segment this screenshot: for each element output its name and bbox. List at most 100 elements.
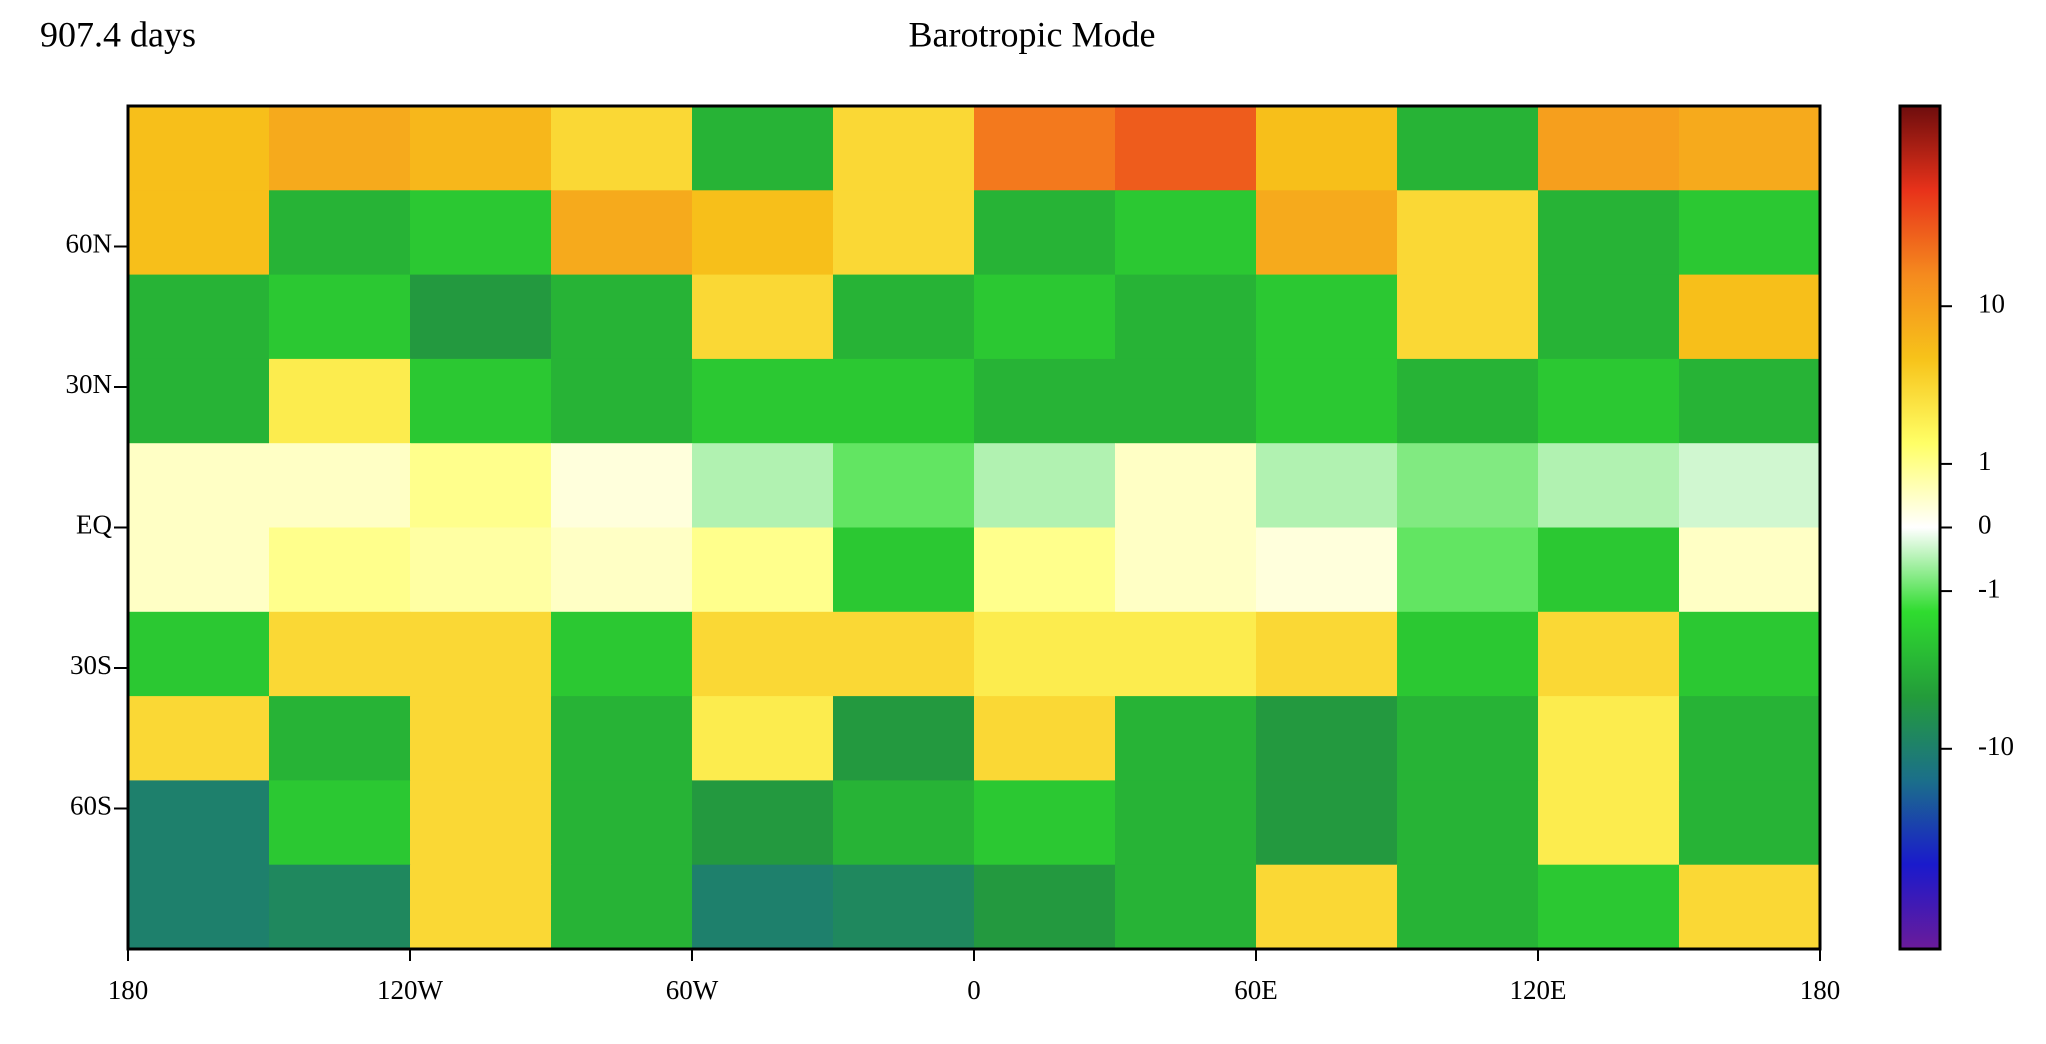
cell [833,527,975,613]
cell [551,190,693,276]
cell [1115,864,1257,950]
cell [551,780,693,866]
colorbar-tick-label: -10 [1978,731,2014,761]
y-tick-label: EQ [76,510,112,540]
cell [551,611,693,697]
cell [1256,443,1398,528]
x-tick-label: 120W [377,975,444,1005]
cell [1397,106,1539,191]
cell [1538,106,1680,191]
x-tick-label: 60E [1234,975,1278,1005]
cell [974,696,1116,781]
cell [1538,274,1680,360]
cell [974,106,1116,191]
cell [551,443,693,528]
y-tick-label: 30N [66,369,113,399]
cell [269,527,411,613]
cell [269,190,411,276]
cell [410,696,552,781]
x-tick-label: 180 [1800,975,1841,1005]
cell [1256,358,1398,444]
annotation: 907.4 days [40,14,196,54]
cell [128,190,270,276]
cell [551,696,693,781]
cell [1397,443,1539,528]
cell [269,106,411,191]
cell [128,527,270,613]
cell [1115,358,1257,444]
cell [1115,190,1257,276]
colorbar-tick-label: 1 [1978,446,1992,476]
cell [410,274,552,360]
cell [1397,274,1539,360]
cell [1679,358,1821,444]
cell [833,106,975,191]
cell [128,443,270,528]
cell [551,527,693,613]
cell [1115,611,1257,697]
cell [1256,527,1398,613]
cell [1538,358,1680,444]
cell [1538,780,1680,866]
cell [692,780,834,866]
cell [833,696,975,781]
cell [692,106,834,191]
cell [974,611,1116,697]
y-tick-label: 60S [70,791,112,821]
cell [1538,527,1680,613]
cell [1256,274,1398,360]
cell [1397,611,1539,697]
cell [1115,527,1257,613]
cell [974,864,1116,950]
cell [1679,443,1821,528]
cell [551,358,693,444]
cell [1679,611,1821,697]
y-tick-label: 30S [70,650,112,680]
x-tick-label: 180 [108,975,149,1005]
cell [410,611,552,697]
cell [269,696,411,781]
cell [1538,696,1680,781]
cell [1538,190,1680,276]
cell [833,190,975,276]
cell [1679,106,1821,191]
cell [1397,358,1539,444]
x-tick-label: 120E [1510,975,1567,1005]
cell [692,443,834,528]
cell [974,358,1116,444]
cell [833,780,975,866]
cell [1115,106,1257,191]
colorbar-tick-label: 0 [1978,510,1992,540]
cell [1115,696,1257,781]
cell [692,864,834,950]
cell [974,190,1116,276]
cell [1256,611,1398,697]
cell [833,358,975,444]
cell [1679,864,1821,950]
cell [269,780,411,866]
cell [410,358,552,444]
cell [833,864,975,950]
cell [128,696,270,781]
cell [551,274,693,360]
cell [1397,696,1539,781]
cell [1115,443,1257,528]
cell [128,358,270,444]
cell [128,274,270,360]
cell [1115,274,1257,360]
cell [128,864,270,950]
cell [128,611,270,697]
cell [269,864,411,950]
cell [833,274,975,360]
cell [1397,190,1539,276]
cell [1115,780,1257,866]
cell [1256,780,1398,866]
cell [1256,190,1398,276]
cell [692,696,834,781]
cell [692,358,834,444]
cell [269,443,411,528]
cell [410,106,552,191]
colorbar-tick-label: -1 [1978,573,2001,603]
cell [1679,190,1821,276]
cell [1679,780,1821,866]
